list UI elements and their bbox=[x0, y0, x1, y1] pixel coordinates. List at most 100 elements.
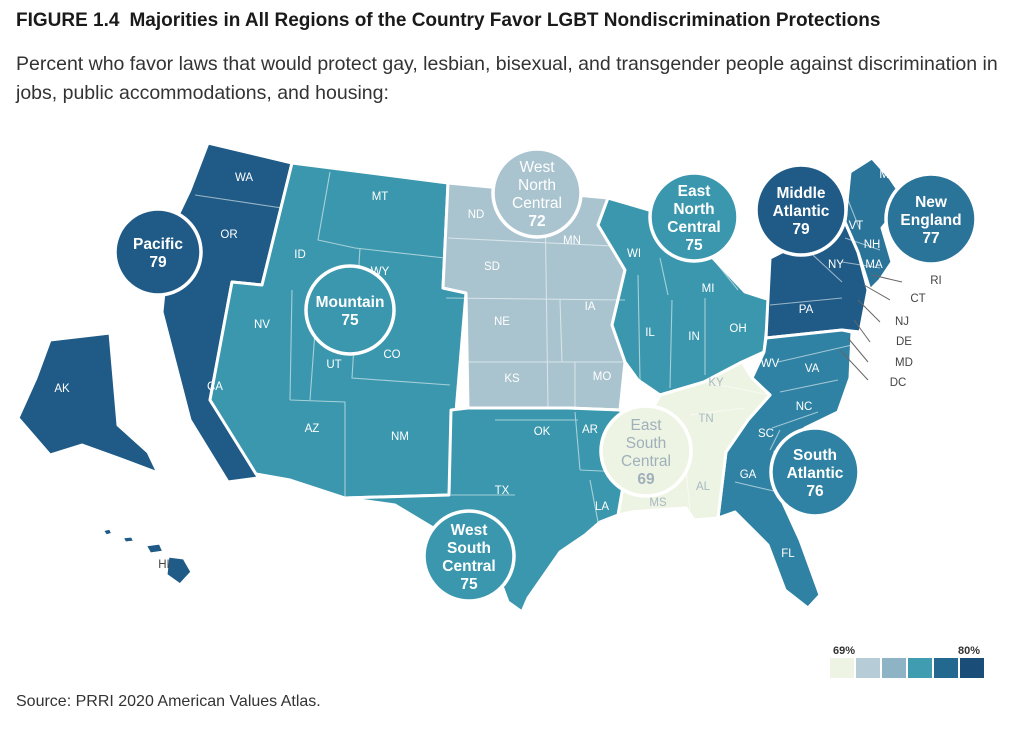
state-leader-lines bbox=[839, 274, 903, 381]
legend-swatch bbox=[934, 658, 958, 678]
state-label-ri: RI bbox=[930, 275, 942, 287]
region-bubble-circle bbox=[648, 171, 740, 263]
figure-subtitle: Percent who favor laws that would protec… bbox=[16, 53, 998, 104]
region-value: 76 bbox=[806, 483, 824, 500]
state-label-id: ID bbox=[294, 249, 306, 261]
state-label-nc: NC bbox=[796, 401, 813, 413]
region-bubble-circle bbox=[304, 264, 396, 356]
state-label-nd: ND bbox=[468, 209, 485, 221]
region-bubble-circle bbox=[769, 426, 861, 518]
region-value: 75 bbox=[341, 312, 359, 329]
region-bubble-circle bbox=[599, 404, 693, 498]
state-labels: WAORCAAKHIMTIDWYNVUTCOAZNMNDSDNEKSMNIAMO… bbox=[54, 169, 941, 571]
region-value: 79 bbox=[792, 221, 810, 238]
state-label-nj: NJ bbox=[895, 316, 909, 328]
region-value: 75 bbox=[685, 237, 703, 254]
state-label-de: DE bbox=[896, 336, 912, 348]
state-label-nh: NH bbox=[864, 239, 881, 251]
state-label-co: CO bbox=[383, 349, 400, 361]
region-name: Atlantic bbox=[787, 465, 844, 482]
region-name: Central bbox=[621, 453, 671, 470]
region-value: 72 bbox=[528, 213, 545, 230]
state-label-ct: CT bbox=[910, 293, 925, 305]
region-name: South bbox=[447, 540, 491, 557]
legend-swatch bbox=[882, 658, 906, 678]
state-label-mi: MI bbox=[702, 283, 715, 295]
region-name: Central bbox=[442, 558, 495, 575]
state-label-wi: WI bbox=[627, 248, 641, 260]
region-name: England bbox=[900, 212, 961, 229]
legend-max-label: 80% bbox=[958, 645, 981, 657]
state-label-mn: MN bbox=[563, 235, 581, 247]
state-label-nv: NV bbox=[254, 319, 270, 331]
region-name: West bbox=[519, 159, 555, 176]
region-bubble-circle bbox=[422, 509, 516, 603]
state-label-wa: WA bbox=[235, 172, 253, 184]
region-bubble-circle bbox=[113, 207, 203, 297]
state-label-ca: CA bbox=[207, 381, 223, 393]
state-label-dc: DC bbox=[890, 377, 907, 389]
state-borders bbox=[194, 171, 881, 523]
region-value: 79 bbox=[149, 254, 167, 271]
region-name: South bbox=[793, 447, 837, 464]
state-label-ar: AR bbox=[582, 424, 598, 436]
state-label-il: IL bbox=[645, 327, 655, 339]
region-pacific-hawaii bbox=[100, 526, 194, 587]
figure-number: FIGURE 1.4 bbox=[16, 10, 120, 31]
state-label-vt: VT bbox=[849, 220, 864, 232]
state-label-mt: MT bbox=[372, 191, 389, 203]
state-label-ok: OK bbox=[534, 426, 551, 438]
state-label-ms: MS bbox=[649, 497, 667, 509]
region-bubbles: Pacific79Mountain75WestNorthCentral72Eas… bbox=[113, 147, 978, 603]
state-label-al: AL bbox=[696, 481, 711, 493]
state-label-tx: TX bbox=[495, 485, 510, 497]
state-label-ne: NE bbox=[494, 316, 510, 328]
region-name: East bbox=[678, 183, 711, 200]
region-name: Mountain bbox=[316, 294, 385, 311]
state-label-oh: OH bbox=[729, 323, 746, 335]
state-label-tn: TN bbox=[698, 413, 713, 425]
region-name: East bbox=[630, 417, 662, 434]
region-name: Central bbox=[667, 219, 720, 236]
region-name: South bbox=[626, 435, 667, 452]
state-label-ny: NY bbox=[828, 259, 844, 271]
state-label-va: VA bbox=[805, 363, 820, 375]
region-bubble-circle bbox=[754, 163, 848, 257]
region-name: West bbox=[451, 522, 488, 539]
state-label-az: AZ bbox=[305, 423, 320, 435]
legend-swatch bbox=[856, 658, 880, 678]
state-label-or: OR bbox=[220, 229, 237, 241]
region-pacific-alaska bbox=[16, 331, 160, 475]
region-new-england bbox=[843, 156, 907, 292]
legend-bar bbox=[830, 658, 984, 678]
region-name: North bbox=[518, 177, 556, 194]
state-label-nm: NM bbox=[391, 431, 409, 443]
state-label-fl: FL bbox=[781, 548, 795, 560]
state-label-ky: KY bbox=[708, 377, 724, 389]
region-bubble-circle bbox=[884, 172, 978, 266]
legend-swatch bbox=[908, 658, 932, 678]
figure-title-text: Majorities in All Regions of the Country… bbox=[129, 10, 881, 31]
region-bubble-circle bbox=[491, 147, 583, 239]
state-label-la: LA bbox=[595, 501, 609, 513]
region-name: Atlantic bbox=[773, 203, 830, 220]
legend-swatch bbox=[830, 658, 854, 678]
state-label-sd: SD bbox=[484, 261, 500, 273]
state-label-hi: HI bbox=[158, 559, 170, 571]
state-label-ks: KS bbox=[504, 373, 520, 385]
state-label-ut: UT bbox=[326, 359, 341, 371]
source-note: Source: PRRI 2020 American Values Atlas. bbox=[16, 693, 321, 710]
figure-title: FIGURE 1.4 Majorities in All Regions of t… bbox=[16, 10, 880, 32]
state-label-ga: GA bbox=[740, 469, 757, 481]
state-label-me: ME bbox=[879, 169, 897, 181]
legend-swatch bbox=[960, 658, 984, 678]
